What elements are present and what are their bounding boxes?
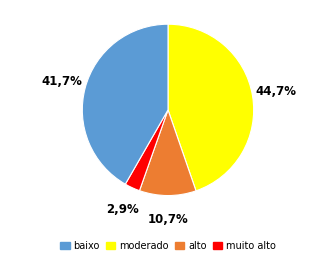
Wedge shape — [139, 110, 196, 196]
Text: 44,7%: 44,7% — [256, 85, 297, 98]
Wedge shape — [168, 24, 254, 191]
Wedge shape — [82, 24, 168, 184]
Legend: baixo, moderado, alto, muito alto: baixo, moderado, alto, muito alto — [56, 237, 280, 254]
Wedge shape — [125, 110, 168, 191]
Text: 10,7%: 10,7% — [147, 213, 188, 226]
Text: 41,7%: 41,7% — [42, 75, 82, 88]
Text: 2,9%: 2,9% — [106, 203, 139, 216]
